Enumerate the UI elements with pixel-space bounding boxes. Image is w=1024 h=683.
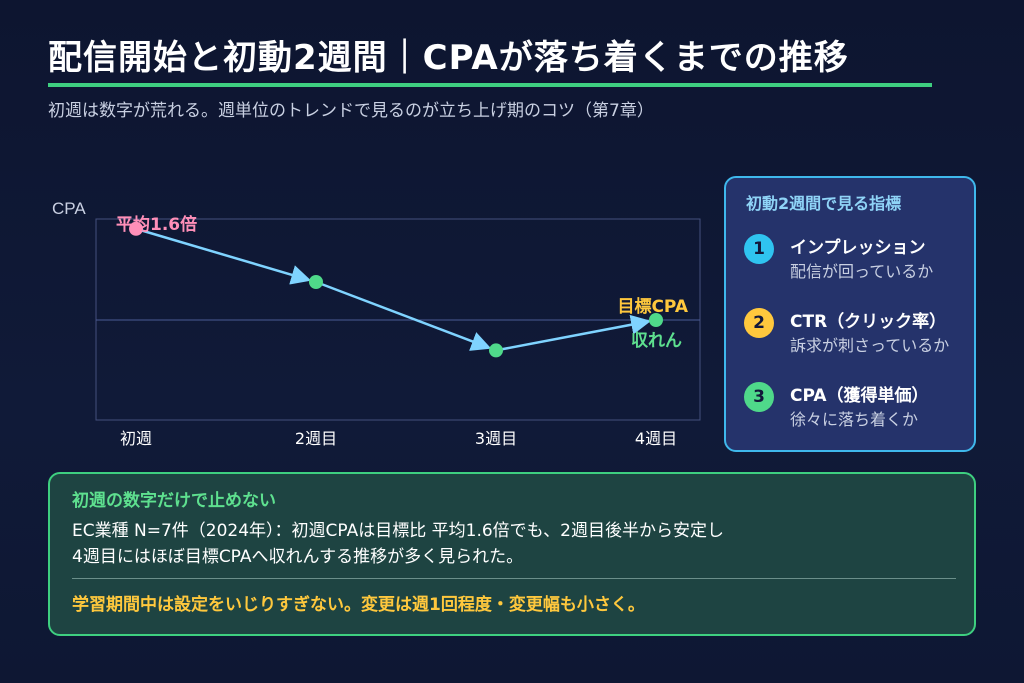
data-point-3 bbox=[649, 313, 663, 327]
line-chart: CPA 初週 2週目 3週目 4週目 平均1.6倍 目標CPA 収れん bbox=[52, 199, 701, 448]
start-annotation: 平均1.6倍 bbox=[116, 214, 197, 235]
metric-desc: 訴求が刺さっているか bbox=[790, 336, 950, 355]
x-tick-label-2: 3週目 bbox=[475, 429, 517, 448]
page-subtitle: 初週は数字が荒れる。週単位のトレンドで見るのが立ち上げ期のコツ（第7章） bbox=[48, 101, 654, 121]
page-title: 配信開始と初動2週間｜CPAが落ち着くまでの推移 bbox=[48, 38, 849, 78]
series-segment-1 bbox=[321, 282, 492, 351]
number-badge-2: 2 bbox=[744, 308, 774, 338]
converge-annotation: 収れん bbox=[631, 331, 682, 351]
metric-name: CPA（獲得単価） bbox=[790, 386, 929, 406]
insight-body-line-2: 4週目にはほぼ目標CPAへ収れんする推移が多く見られた。 bbox=[72, 547, 524, 567]
y-axis-label: CPA bbox=[52, 199, 86, 218]
insight-heading: 初週の数字だけで止めない bbox=[72, 491, 276, 511]
series-segment-0 bbox=[141, 229, 312, 285]
x-tick-label-3: 4週目 bbox=[635, 429, 677, 448]
data-point-0 bbox=[129, 221, 143, 236]
insight-body-line-1: EC業種 N=7件（2024年）：初週CPAは目標比 平均1.6倍でも、2週目後… bbox=[72, 521, 724, 541]
data-point-2 bbox=[489, 343, 503, 358]
target-annotation: 目標CPA bbox=[617, 296, 688, 317]
data-point-1 bbox=[309, 275, 323, 289]
series-segment-2 bbox=[501, 314, 652, 351]
insight-body: EC業種 N=7件（2024年）：初週CPAは目標比 平均1.6倍でも、2週目後… bbox=[72, 518, 724, 570]
insight-note: 学習期間中は設定をいじりすぎない。変更は週1回程度・変更幅も小さく。 bbox=[72, 595, 645, 615]
series-line bbox=[141, 229, 652, 351]
metric-desc: 配信が回っているか bbox=[790, 262, 934, 281]
metric-name: CTR（クリック率） bbox=[790, 312, 947, 332]
insight-box: 初週の数字だけで止めない EC業種 N=7件（2024年）：初週CPAは目標比 … bbox=[48, 472, 976, 636]
metric-desc: 徐々に落ち着くか bbox=[790, 410, 919, 429]
metrics-panel: 初動2週間で見る指標 1 インプレッション 配信が回っているか 2 CTR（クリ… bbox=[724, 176, 976, 452]
title-underline bbox=[48, 83, 932, 87]
x-tick-label-0: 初週 bbox=[120, 429, 152, 448]
number-badge-1: 1 bbox=[744, 234, 774, 264]
metrics-panel-title: 初動2週間で見る指標 bbox=[746, 194, 902, 213]
insight-divider bbox=[72, 578, 956, 579]
data-points bbox=[129, 221, 663, 358]
metric-name: インプレッション bbox=[790, 238, 926, 258]
x-tick-label-1: 2週目 bbox=[295, 429, 337, 448]
number-badge-3: 3 bbox=[744, 382, 774, 412]
